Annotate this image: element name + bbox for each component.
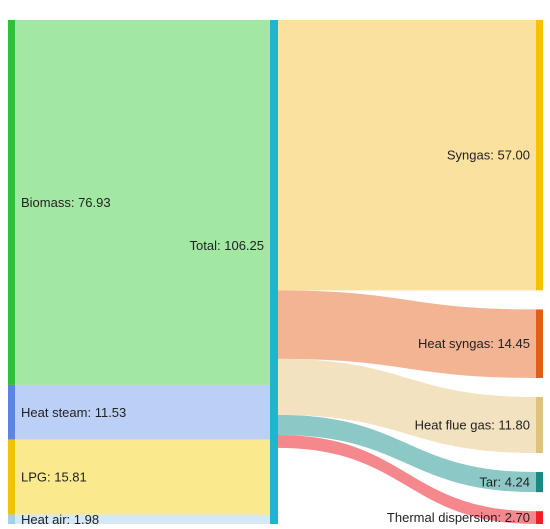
node-heat-syngas — [536, 309, 543, 378]
node-thermal-dispersion — [536, 511, 543, 524]
node-total — [270, 20, 278, 524]
label-heat-steam: Heat steam: 11.53 — [21, 405, 126, 420]
flow-total-to-heat-flue-gas — [278, 358, 536, 453]
label-lpg: LPG: 15.81 — [21, 470, 87, 485]
flows — [15, 20, 536, 524]
label-heat-air: Heat air: 1.98 — [21, 512, 99, 527]
label-thermal-dispersion: Thermal dispersion: 2.70 — [387, 510, 530, 525]
node-syngas — [536, 20, 543, 291]
labels: Biomass: 76.93 Heat steam: 11.53 LPG: 15.8… — [21, 148, 530, 527]
flow-total-to-tar — [278, 414, 536, 493]
label-biomass: Biomass: 76.93 — [21, 195, 111, 210]
flow-total-to-thermal-dispersion — [278, 435, 536, 524]
flow-biomass-to-total — [15, 20, 270, 385]
label-heat-syngas: Heat syngas: 14.45 — [418, 336, 530, 351]
node-tar — [536, 472, 543, 493]
node-biomass — [8, 20, 15, 385]
label-syngas: Syngas: 57.00 — [447, 148, 530, 163]
flow-total-to-heat-syngas — [278, 290, 536, 378]
label-tar: Tar: 4.24 — [479, 475, 530, 490]
node-heat-flue-gas — [536, 397, 543, 453]
flow-lpg-to-total — [15, 439, 270, 515]
label-heat-flue-gas: Heat flue gas: 11.80 — [415, 418, 530, 433]
node-heat-steam — [8, 384, 15, 440]
nodes — [8, 20, 543, 524]
flow-heat-air-to-total — [15, 514, 270, 524]
flow-total-to-syngas — [278, 20, 536, 291]
node-heat-air — [8, 514, 15, 524]
node-lpg — [8, 439, 15, 515]
label-total: Total: 106.25 — [190, 238, 264, 253]
flow-heat-steam-to-total — [15, 384, 270, 440]
